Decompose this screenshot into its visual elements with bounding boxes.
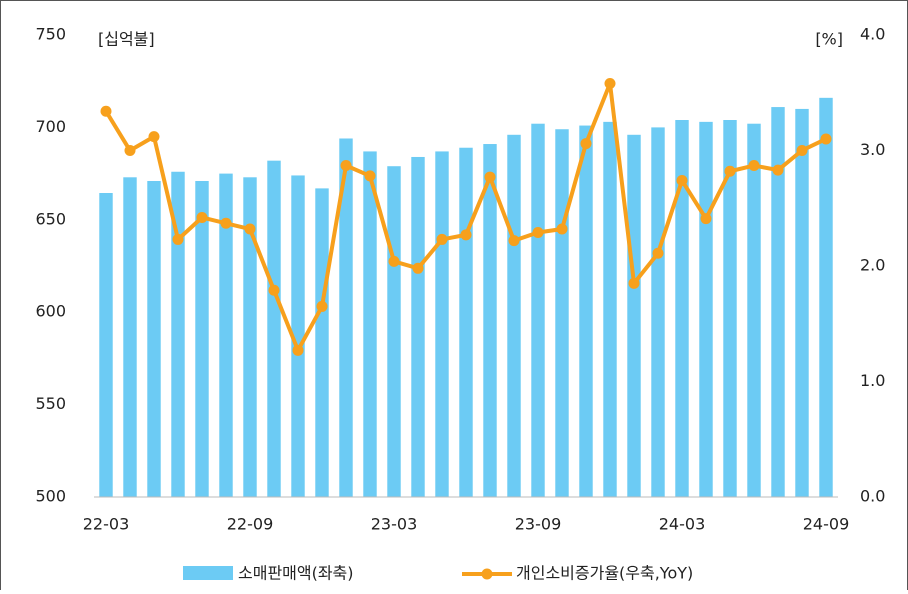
line-point [268, 284, 280, 296]
line-point [196, 211, 208, 223]
x-tick-label: 24-09 [803, 515, 850, 534]
x-tick-label: 22-03 [83, 515, 130, 534]
bar [219, 173, 233, 497]
bar [699, 121, 713, 497]
line-point [412, 262, 424, 274]
line-point [580, 138, 592, 150]
line-point [148, 131, 160, 143]
legend-label: 개인소비증가율(우축,YoY) [516, 564, 693, 583]
line-point [388, 255, 400, 267]
bar [435, 151, 449, 497]
line-point [244, 223, 256, 235]
bar [267, 160, 281, 497]
bar [771, 107, 785, 498]
line-point [340, 160, 352, 172]
bar [531, 123, 545, 497]
y2-tick-label: 4.0 [860, 25, 885, 44]
line-point [604, 78, 616, 90]
bar [675, 120, 689, 498]
bar [579, 125, 593, 497]
line-point [364, 170, 376, 182]
x-tick-label: 22-09 [227, 515, 274, 534]
y-tick-label: 750 [35, 25, 66, 44]
line-point [772, 164, 784, 176]
bar [339, 138, 353, 497]
line-point [124, 145, 136, 156]
bar [555, 129, 569, 498]
y-tick-label: 600 [35, 302, 66, 321]
line-point [628, 277, 640, 289]
bar [507, 134, 521, 498]
line-point [724, 165, 736, 177]
bar [123, 177, 137, 497]
bar [747, 123, 761, 497]
bar [411, 156, 425, 497]
line-point [508, 235, 520, 247]
line-point [556, 223, 568, 235]
bar [147, 180, 161, 497]
y2-tick-label: 1.0 [860, 371, 885, 390]
line-point [748, 160, 760, 172]
line-point [460, 229, 472, 241]
bar [171, 171, 185, 497]
line-point [532, 227, 544, 239]
bar [795, 108, 809, 498]
y-unit-label: [십억불] [98, 30, 155, 49]
y-tick-label: 550 [35, 394, 66, 413]
bar [651, 127, 665, 498]
line-point [484, 171, 496, 183]
legend-label: 소매판매액(좌축) [238, 564, 354, 583]
line-point [436, 233, 448, 245]
y2-unit-label: [%] [815, 30, 843, 49]
legend-swatch [481, 568, 493, 580]
line-point [220, 217, 232, 229]
bar [459, 147, 473, 497]
line-point [316, 300, 328, 312]
bar [819, 97, 833, 497]
bar [723, 120, 737, 498]
line-point [172, 233, 184, 245]
line-point [676, 175, 688, 187]
line-point [820, 133, 832, 145]
x-tick-label: 23-03 [371, 515, 418, 534]
bar [315, 188, 329, 497]
bar [603, 121, 617, 497]
line-point [796, 145, 808, 156]
line-point [652, 247, 664, 259]
y2-tick-label: 0.0 [860, 487, 885, 506]
x-tick-label: 23-09 [515, 515, 562, 534]
bar [195, 180, 209, 497]
x-tick-label: 24-03 [659, 515, 706, 534]
y2-tick-label: 2.0 [860, 256, 885, 275]
y-tick-label: 650 [35, 209, 66, 228]
y-tick-label: 700 [35, 117, 66, 136]
bar [291, 175, 305, 497]
line-point [100, 105, 112, 117]
bar [627, 134, 641, 498]
bar [483, 144, 497, 498]
legend-swatch [183, 566, 233, 580]
y-tick-label: 500 [35, 487, 66, 506]
line-point [292, 344, 304, 356]
y2-tick-label: 3.0 [860, 140, 885, 159]
line-point [700, 213, 712, 225]
bar [243, 177, 257, 497]
bar [387, 166, 401, 497]
bar [99, 193, 113, 497]
bar [363, 151, 377, 497]
